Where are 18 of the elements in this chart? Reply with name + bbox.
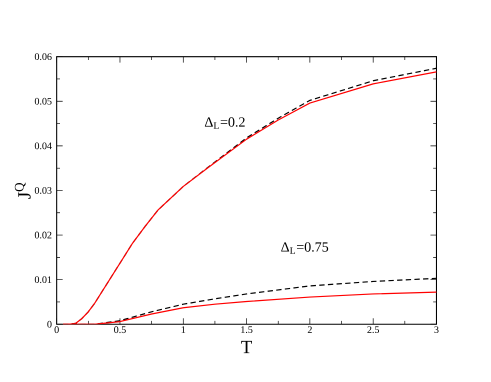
x-tick-label: 3 bbox=[434, 326, 439, 334]
x-tick-label: 1.5 bbox=[241, 326, 252, 334]
y-tick-label: 0.02 bbox=[34, 232, 52, 238]
annotation: Δ$_{L}$=0.2 bbox=[204, 117, 245, 129]
x-tick-label: 2 bbox=[308, 326, 312, 333]
y-axis-title: J$^{Q}$ bbox=[14, 182, 31, 199]
y-tick-label: 0.05 bbox=[34, 98, 52, 105]
y-tick-label: 0.01 bbox=[34, 276, 52, 284]
y-tick-label: 0.03 bbox=[34, 187, 52, 194]
x-axis-title: T bbox=[241, 340, 252, 354]
x-tick-label: 0 bbox=[54, 326, 59, 334]
y-tick-label: 0.06 bbox=[34, 53, 52, 60]
y-tick-label: 0 bbox=[47, 320, 52, 328]
y-tick-label: 0.04 bbox=[34, 142, 52, 150]
x-tick-label: 2.5 bbox=[367, 326, 380, 334]
annotation: Δ$_{L}$=0.75 bbox=[281, 242, 328, 254]
x-tick-label: 1 bbox=[182, 326, 186, 333]
x-tick-label: 0.5 bbox=[114, 326, 126, 334]
